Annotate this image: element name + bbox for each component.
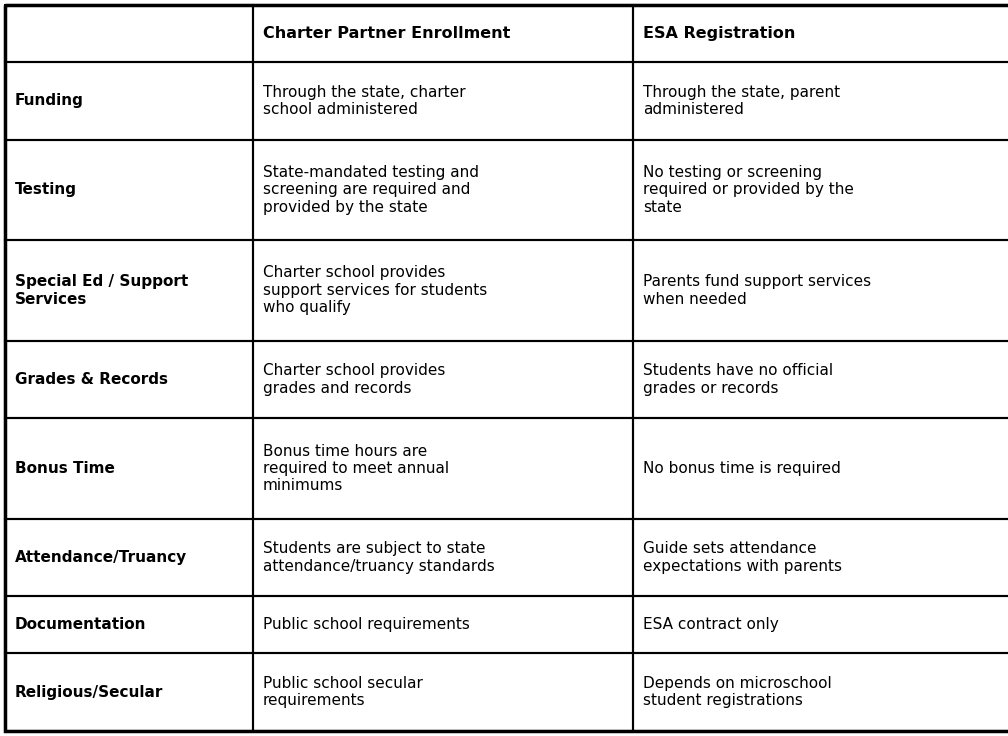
Text: Attendance/Truancy: Attendance/Truancy — [15, 550, 187, 565]
Bar — [633, 341, 1008, 418]
Bar — [5, 341, 253, 418]
Bar — [253, 418, 633, 519]
Bar — [633, 140, 1008, 240]
Bar — [633, 240, 1008, 341]
Bar — [633, 596, 1008, 654]
Text: Bonus Time: Bonus Time — [15, 461, 115, 476]
Text: No testing or screening
required or provided by the
state: No testing or screening required or prov… — [643, 165, 854, 215]
Bar — [253, 654, 633, 731]
Bar — [253, 596, 633, 654]
Text: State-mandated testing and
screening are required and
provided by the state: State-mandated testing and screening are… — [263, 165, 479, 215]
Bar — [633, 519, 1008, 596]
Text: ESA contract only: ESA contract only — [643, 618, 779, 632]
Bar — [5, 418, 253, 519]
Text: Funding: Funding — [15, 93, 84, 108]
Text: Guide sets attendance
expectations with parents: Guide sets attendance expectations with … — [643, 541, 842, 573]
Text: Parents fund support services
when needed: Parents fund support services when neede… — [643, 275, 871, 307]
Bar — [253, 140, 633, 240]
Bar — [253, 5, 633, 62]
Text: Public school secular
requirements: Public school secular requirements — [263, 676, 423, 708]
Text: Bonus time hours are
required to meet annual
minimums: Bonus time hours are required to meet an… — [263, 444, 450, 493]
Bar — [633, 418, 1008, 519]
Bar — [5, 5, 253, 62]
Bar — [5, 240, 253, 341]
Text: ESA Registration: ESA Registration — [643, 26, 795, 41]
Bar — [5, 654, 253, 731]
Bar — [633, 62, 1008, 140]
Bar — [5, 62, 253, 140]
Bar — [253, 240, 633, 341]
Text: Documentation: Documentation — [15, 618, 146, 632]
Bar — [253, 341, 633, 418]
Bar — [5, 140, 253, 240]
Text: Through the state, charter
school administered: Through the state, charter school admini… — [263, 85, 466, 117]
Text: Depends on microschool
student registrations: Depends on microschool student registrat… — [643, 676, 832, 708]
Text: Students are subject to state
attendance/truancy standards: Students are subject to state attendance… — [263, 541, 495, 573]
Bar — [5, 596, 253, 654]
Text: Public school requirements: Public school requirements — [263, 618, 470, 632]
Bar — [633, 654, 1008, 731]
Text: Charter school provides
support services for students
who qualify: Charter school provides support services… — [263, 266, 487, 315]
Text: Grades & Records: Grades & Records — [15, 372, 168, 387]
Bar — [5, 519, 253, 596]
Text: Students have no official
grades or records: Students have no official grades or reco… — [643, 363, 834, 396]
Text: Through the state, parent
administered: Through the state, parent administered — [643, 85, 840, 117]
Text: Religious/Secular: Religious/Secular — [15, 684, 163, 700]
Text: Charter school provides
grades and records: Charter school provides grades and recor… — [263, 363, 446, 396]
Bar — [253, 519, 633, 596]
Text: Charter Partner Enrollment: Charter Partner Enrollment — [263, 26, 510, 41]
Text: Special Ed / Support
Services: Special Ed / Support Services — [15, 275, 188, 307]
Text: No bonus time is required: No bonus time is required — [643, 461, 841, 476]
Bar — [253, 62, 633, 140]
Bar — [633, 5, 1008, 62]
Text: Testing: Testing — [15, 183, 77, 197]
